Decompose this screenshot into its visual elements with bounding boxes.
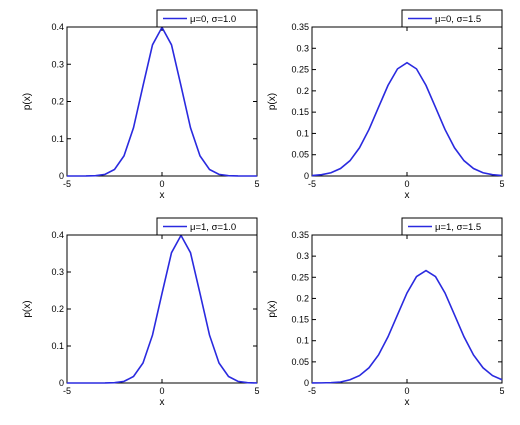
y-axis-label: p(x) — [267, 93, 278, 110]
x-tick-label: -5 — [308, 386, 316, 396]
legend: μ=0, σ=1.0 — [156, 9, 258, 28]
legend-entry: μ=1, σ=1.5 — [435, 222, 481, 233]
legend-box — [401, 217, 503, 236]
y-tick-label: 0 — [304, 171, 309, 181]
x-tick-label: 5 — [254, 179, 259, 189]
legend-box — [401, 9, 503, 28]
legend-entry: μ=1, σ=1.0 — [190, 222, 236, 233]
y-tick-label: 0.2 — [296, 86, 309, 96]
axes-frame — [311, 26, 503, 177]
y-tick-label: 0 — [59, 171, 64, 181]
y-tick-label: 0.3 — [296, 251, 309, 261]
legend-entry: μ=0, σ=1.5 — [435, 14, 481, 25]
legend: μ=1, σ=1.0 — [156, 217, 258, 236]
y-axis-label: p(x) — [267, 300, 278, 317]
x-tick-label: 5 — [499, 386, 504, 396]
series-line — [311, 269, 503, 384]
y-tick-label: 0.25 — [291, 65, 309, 75]
subplot-4: 00.050.10.150.20.250.30.35-5 0 5xp(x)μ=1, … — [267, 217, 505, 408]
y-tick-label: 0.25 — [291, 272, 309, 282]
x-tick-label: 0 — [159, 386, 164, 396]
series-line — [67, 233, 258, 384]
y-axis-label: p(x) — [22, 93, 33, 110]
y-tick-label: 0.3 — [296, 43, 309, 53]
axes-frame — [66, 26, 258, 177]
y-tick-label: 0.2 — [51, 304, 64, 314]
y-tick-label: 0 — [59, 378, 64, 388]
legend: μ=0, σ=1.5 — [401, 9, 503, 28]
x-axis-label: x — [405, 190, 410, 201]
y-tick-label: 0.05 — [291, 357, 309, 367]
y-tick-label: 0 — [304, 378, 309, 388]
x-tick-label: 0 — [404, 179, 409, 189]
subplot-3: 00.10.20.30.4-5 0 5xp(x)μ=1, σ=1.0 — [22, 217, 260, 408]
x-tick-label: 5 — [254, 386, 259, 396]
subplot-1: 00.10.20.30.4-5 0 5xp(x)μ=0, σ=1.0 — [22, 9, 260, 201]
y-tick-label: 0.4 — [51, 230, 64, 240]
x-axis-label: x — [405, 397, 410, 408]
y-tick-label: 0.3 — [51, 267, 64, 277]
y-axis-label: p(x) — [22, 300, 33, 317]
axes-frame — [66, 234, 258, 384]
y-tick-label: 0.1 — [51, 341, 64, 351]
x-tick-label: 0 — [404, 386, 409, 396]
y-tick-label: 0.1 — [51, 134, 64, 144]
y-tick-label: 0.1 — [296, 336, 309, 346]
y-tick-label: 0.2 — [296, 293, 309, 303]
y-tick-label: 0.4 — [51, 22, 64, 32]
y-tick-label: 0.15 — [291, 107, 309, 117]
x-axis-label: x — [160, 190, 165, 201]
legend-entry: μ=0, σ=1.0 — [190, 14, 236, 25]
axes-frame — [311, 234, 503, 384]
x-tick-label: -5 — [308, 179, 316, 189]
y-tick-label: 0.35 — [291, 22, 309, 32]
x-axis-label: x — [160, 397, 165, 408]
y-tick-label: 0.3 — [51, 59, 64, 69]
x-tick-label: -5 — [63, 386, 71, 396]
series-line — [311, 61, 503, 177]
x-tick-label: -5 — [63, 179, 71, 189]
y-tick-label: 0.15 — [291, 315, 309, 325]
subplot-2: 00.050.10.150.20.250.30.35-5 0 5xp(x)μ=0, … — [267, 9, 505, 201]
y-tick-label: 0.05 — [291, 150, 309, 160]
y-tick-label: 0.2 — [51, 97, 64, 107]
legend: μ=1, σ=1.5 — [401, 217, 503, 236]
y-tick-label: 0.35 — [291, 230, 309, 240]
x-tick-label: 5 — [499, 179, 504, 189]
legend-box — [156, 9, 258, 28]
y-tick-label: 0.1 — [296, 128, 309, 138]
legend-box — [156, 217, 258, 236]
x-tick-label: 0 — [159, 179, 164, 189]
